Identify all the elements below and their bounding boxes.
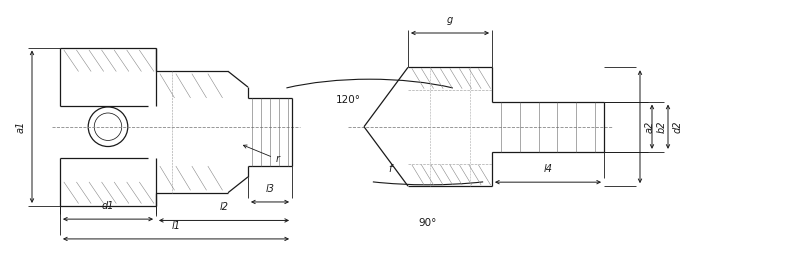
Text: l4: l4	[543, 164, 553, 174]
Text: l2: l2	[219, 202, 229, 213]
Text: b2: b2	[657, 120, 667, 133]
Text: d2: d2	[673, 120, 683, 133]
Text: a1: a1	[16, 121, 26, 133]
Text: 120°: 120°	[336, 95, 361, 105]
Text: l1: l1	[171, 221, 181, 231]
Text: g: g	[447, 15, 453, 25]
Text: r: r	[243, 145, 280, 164]
Text: a2: a2	[645, 121, 655, 133]
Text: d1: d1	[102, 201, 114, 211]
Text: 90°: 90°	[419, 218, 437, 228]
Text: l3: l3	[266, 184, 274, 194]
Text: f: f	[389, 164, 392, 174]
